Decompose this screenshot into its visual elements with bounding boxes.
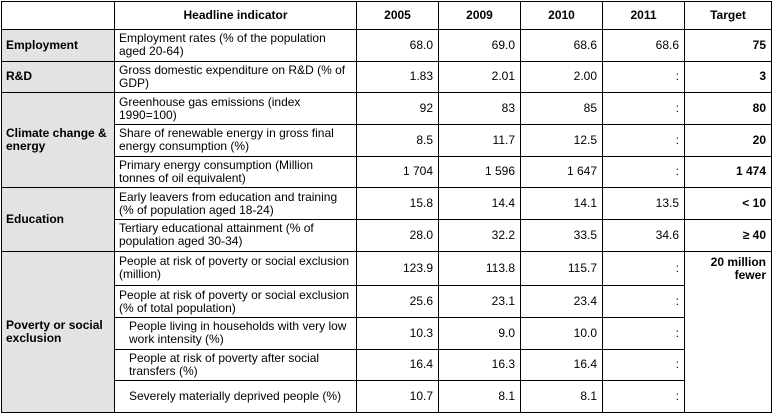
value-2005: 123.9: [356, 250, 439, 287]
table-row: Education Early leavers from education a…: [1, 187, 772, 252]
indicator-cell: People at risk of poverty or social excl…: [114, 285, 357, 318]
table-row: Share of renewable energy in gross final…: [2, 123, 772, 157]
value-2011: :: [602, 92, 685, 125]
value-2010: 115.7: [520, 250, 603, 287]
table-row: People at risk of poverty after social t…: [2, 348, 772, 382]
area-climate: Climate change & energy: [1, 92, 115, 189]
header-target: Target: [684, 1, 772, 30]
value-2011: :: [602, 155, 685, 189]
value-2005: 25.6: [356, 285, 439, 318]
indicator-cell: People at risk of poverty or social excl…: [114, 250, 357, 287]
value-2005: 92: [356, 92, 439, 125]
target-cell: 1 474: [684, 155, 772, 189]
value-2010: 1 647: [520, 155, 603, 189]
indicator-cell: Share of renewable energy in gross final…: [114, 123, 357, 157]
target-cell: 3: [684, 60, 772, 94]
target-cell: 20 million fewer: [684, 250, 772, 414]
indicator-cell: Severely materially deprived people (%): [114, 380, 357, 413]
value-2009: 9.0: [438, 316, 521, 350]
value-2009: 32.2: [438, 218, 521, 252]
table-row: R&D Gross domestic expenditure on R&D (%…: [1, 60, 772, 94]
indicator-cell: Early leavers from education and trainin…: [114, 187, 357, 220]
value-2005: 68.0: [356, 29, 439, 62]
value-2009: 16.3: [438, 348, 521, 382]
value-2009: 83: [438, 92, 521, 125]
table-row: Tertiary educational attainment (% of po…: [2, 218, 772, 252]
value-2010: 68.6: [520, 29, 603, 62]
value-2005: 1.83: [356, 60, 439, 94]
target-cell: 80: [684, 92, 772, 125]
value-2010: 12.5: [520, 123, 603, 157]
value-2011: :: [602, 60, 685, 94]
indicator-cell: Employment rates (% of the population ag…: [114, 29, 357, 62]
value-2011: :: [602, 380, 685, 413]
table-row: Climate change & energy Greenhouse gas e…: [1, 92, 772, 189]
value-2005: 10.3: [356, 316, 439, 350]
value-2011: 13.5: [602, 187, 685, 220]
target-cell: < 10: [684, 187, 772, 220]
value-2005: 10.7: [356, 380, 439, 413]
value-2011: :: [602, 316, 685, 350]
value-2011: 34.6: [602, 218, 685, 252]
value-2009: 113.8: [438, 250, 521, 287]
area-rd: R&D: [1, 60, 115, 94]
value-2010: 16.4: [520, 348, 603, 382]
header-2010: 2010: [520, 1, 603, 30]
value-2011: :: [602, 285, 685, 318]
table-row: Primary energy consumption (Million tonn…: [2, 155, 772, 189]
value-2010: 33.5: [520, 218, 603, 252]
value-2005: 16.4: [356, 348, 439, 382]
table-row: Employment Employment rates (% of the po…: [1, 29, 772, 62]
value-2011: :: [602, 348, 685, 382]
header-2009: 2009: [438, 1, 521, 30]
target-cell: ≥ 40: [684, 218, 772, 252]
header-2005: 2005: [356, 1, 439, 30]
value-2009: 11.7: [438, 123, 521, 157]
value-2011: 68.6: [602, 29, 685, 62]
value-2009: 2.01: [438, 60, 521, 94]
header-2011: 2011: [602, 1, 685, 30]
header-row: Headline indicator 2005 2009 2010 2011 T…: [1, 1, 772, 30]
header-indicator: Headline indicator: [114, 1, 357, 30]
target-cell: 20: [684, 123, 772, 157]
value-2005: 8.5: [356, 123, 439, 157]
value-2005: 1 704: [356, 155, 439, 189]
indicator-cell: Greenhouse gas emissions (index 1990=100…: [114, 92, 357, 125]
value-2010: 10.0: [520, 316, 603, 350]
target-cell: 75: [684, 29, 772, 62]
table-row: People at risk of poverty or social excl…: [2, 285, 772, 318]
area-education: Education: [1, 187, 115, 252]
table-row: Poverty or social exclusion People at ri…: [1, 250, 772, 414]
table-row: Severely materially deprived people (%) …: [2, 380, 772, 413]
value-2005: 15.8: [356, 187, 439, 220]
value-2010: 2.00: [520, 60, 603, 94]
value-2011: :: [602, 123, 685, 157]
area-poverty: Poverty or social exclusion: [1, 250, 115, 414]
value-2009: 14.4: [438, 187, 521, 220]
indicator-cell: Gross domestic expenditure on R&D (% of …: [114, 60, 357, 94]
value-2011: :: [602, 250, 685, 287]
value-2010: 8.1: [520, 380, 603, 413]
value-2009: 1 596: [438, 155, 521, 189]
header-area: [1, 1, 115, 30]
indicator-cell: Primary energy consumption (Million tonn…: [114, 155, 357, 189]
table-row: People living in households with very lo…: [2, 316, 772, 350]
value-2005: 28.0: [356, 218, 439, 252]
value-2010: 14.1: [520, 187, 603, 220]
area-employment: Employment: [1, 29, 115, 62]
value-2010: 85: [520, 92, 603, 125]
indicator-cell: People at risk of poverty after social t…: [114, 348, 357, 382]
indicator-cell: People living in households with very lo…: [114, 316, 357, 350]
value-2009: 8.1: [438, 380, 521, 413]
value-2009: 69.0: [438, 29, 521, 62]
indicator-cell: Tertiary educational attainment (% of po…: [114, 218, 357, 252]
value-2010: 23.4: [520, 285, 603, 318]
value-2009: 23.1: [438, 285, 521, 318]
